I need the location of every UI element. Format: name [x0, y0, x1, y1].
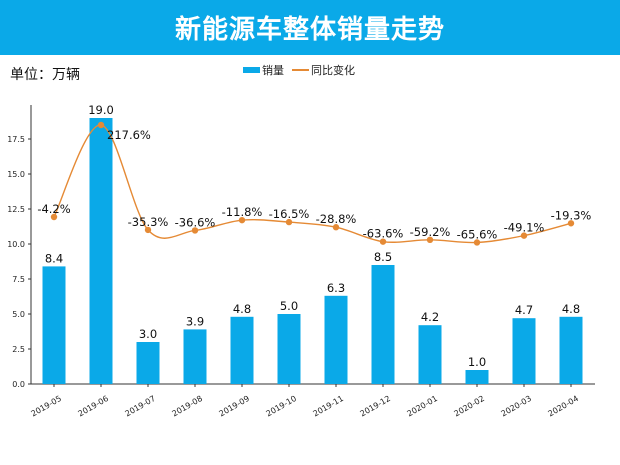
legend-line-label: 同比变化 [311, 64, 355, 77]
bar-value-label: 8.4 [45, 251, 63, 265]
x-tick-label: 2019-05 [30, 394, 63, 419]
yoy-point [144, 226, 152, 234]
yoy-value-label: -19.3% [551, 208, 592, 222]
bar-value-label: 3.9 [186, 314, 204, 328]
unit-label: 单位：万辆 [10, 67, 80, 83]
yoy-value-label: -36.6% [175, 215, 216, 229]
yoy-value-label: -11.8% [222, 205, 263, 219]
yoy-value-label: -4.2% [37, 202, 70, 216]
yoy-value-label: -16.5% [269, 207, 310, 221]
yoy-value-label: -28.8% [316, 212, 357, 226]
yoy-value-label: 217.6% [107, 128, 151, 142]
y-tick-label: 7.5 [12, 275, 25, 284]
legend-line-swatch [292, 69, 309, 71]
bar [371, 265, 395, 384]
legend-bar-swatch [243, 67, 260, 73]
yoy-point [426, 236, 434, 244]
x-tick-label: 2020-03 [500, 394, 533, 419]
bar [277, 314, 301, 384]
bar [324, 295, 348, 384]
y-tick-label: 17.5 [7, 135, 25, 144]
bar-value-label: 5.0 [280, 299, 298, 313]
yoy-value-label: -59.2% [410, 225, 451, 239]
yoy-point [50, 213, 58, 221]
yoy-value-label: -63.6% [363, 227, 404, 241]
y-tick-label: 0.0 [12, 380, 25, 389]
yoy-value-label: -65.6% [457, 227, 498, 241]
yoy-point [473, 239, 481, 246]
x-tick-label: 2019-12 [359, 394, 392, 419]
x-tick-label: 2020-01 [406, 394, 439, 419]
yoy-point [379, 238, 387, 245]
x-tick-label: 2019-06 [77, 394, 110, 419]
yoy-point [191, 227, 199, 234]
x-tick-label: 2019-10 [265, 394, 298, 419]
yoy-point [520, 232, 528, 239]
x-tick-label: 2019-11 [312, 394, 345, 419]
bar [418, 325, 442, 384]
bar [183, 329, 207, 384]
legend-bar-label: 销量 [262, 64, 284, 77]
x-tick-label: 2020-04 [547, 394, 580, 419]
chart-title: 新能源车整体销量走势 [174, 15, 445, 45]
yoy-point [285, 218, 293, 226]
x-tick-label: 2019-09 [218, 394, 251, 419]
y-tick-label: 2.5 [12, 345, 25, 354]
y-tick-label: 5.0 [12, 310, 25, 319]
yoy-point [332, 224, 340, 231]
x-tick-label: 2019-07 [124, 394, 157, 419]
x-tick-label: 2019-08 [171, 394, 204, 419]
title-banner: 新能源车整体销量走势 [0, 0, 620, 55]
bar [136, 342, 160, 384]
bar-value-label: 3.0 [139, 327, 157, 341]
bar-value-label: 4.7 [515, 303, 533, 317]
yoy-point [97, 121, 105, 129]
y-tick-label: 10.0 [7, 240, 25, 249]
yoy-point [238, 216, 246, 224]
bar-value-label: 8.5 [374, 250, 392, 264]
yoy-value-label: -49.1% [504, 221, 545, 235]
legend: 销量 同比变化 [243, 62, 355, 78]
bar-value-label: 1.0 [468, 355, 486, 369]
bar [89, 118, 113, 384]
yoy-value-label: -35.3% [128, 215, 169, 229]
y-tick-label: 12.5 [7, 205, 25, 214]
yoy-point [567, 220, 575, 227]
bar-value-label: 4.8 [233, 302, 251, 316]
bar-value-label: 6.3 [327, 281, 345, 295]
bar-value-label: 4.2 [421, 310, 439, 324]
bar [230, 316, 254, 384]
bar [512, 318, 536, 384]
bar [465, 370, 489, 384]
bar-value-label: 19.0 [88, 103, 114, 117]
x-tick-label: 2020-02 [453, 394, 486, 419]
bar-value-label: 4.8 [562, 302, 580, 316]
bar [559, 316, 583, 384]
bar [42, 266, 66, 384]
y-tick-label: 15.0 [7, 170, 25, 179]
